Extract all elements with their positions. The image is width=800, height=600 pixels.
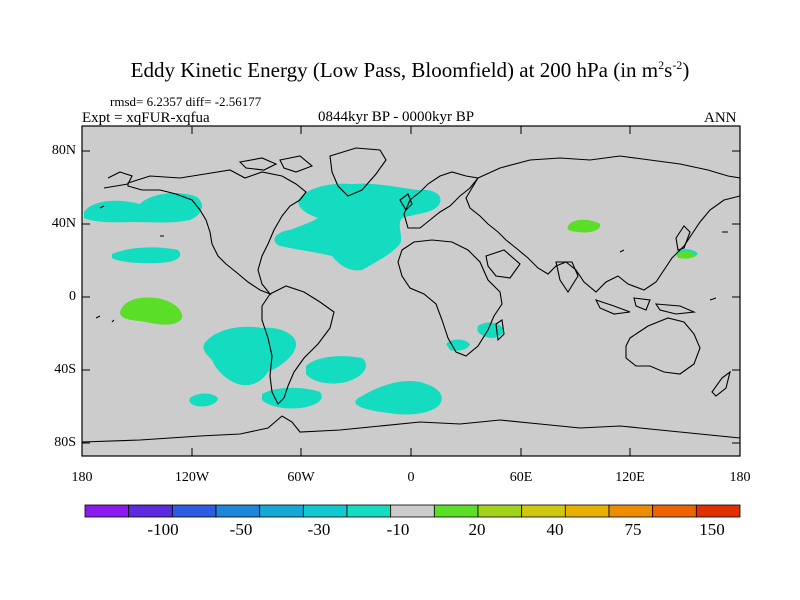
coastline-arctic-islands [238,155,314,173]
colorbar-box [652,504,697,518]
colorbar-box [695,504,741,518]
coastline-alaska [103,171,133,189]
colorbar-box [477,504,523,518]
coastline-islands [95,205,728,323]
colorbar-label: 75 [624,520,642,539]
coastline-britain [399,193,413,211]
japan-positive-region [676,251,696,259]
coastline-antarctica [81,415,741,443]
colorbar-box [128,504,173,518]
lon-label-120e: 120E [615,470,645,485]
lat-label-80n: 80N [51,143,76,158]
coastline-new-zealand [711,370,731,397]
subtropical-pacific-region [112,247,181,264]
coastline-asia [465,155,741,293]
coastline-india [555,261,579,294]
coastline-japan [675,225,691,251]
colorbar-box [259,504,304,518]
south-atlantic-region [306,356,367,384]
south-pacific-region [203,326,297,386]
coastline-australia [625,317,701,375]
coastline-africa [397,239,503,357]
positive-anomaly-regions [120,219,696,325]
lon-label-180e: 180 [729,470,751,485]
colorbar-box [521,504,566,518]
lon-label-0: 0 [407,470,415,485]
colorbar-label: -100 [147,520,179,539]
colorbar-box [302,504,348,518]
season-label: ANN [704,110,737,126]
colorbar-box [346,504,392,518]
rmsd-diff-text: rmsd= 6.2357 diff= -2.56177 [110,94,262,109]
period-label: 0844kyr BP - 0000kyr BP [318,109,475,125]
coastlines [81,147,741,443]
colorbar-box [84,504,130,518]
coastline-madagascar [495,319,505,342]
lat-label-0: 0 [69,289,76,304]
lat-label-40n: 40N [51,216,76,231]
colorbar-box [433,504,479,518]
colorbar-box [564,504,610,518]
coastline-north-america [127,169,307,296]
south-pacific-small-region [189,393,218,407]
colorbar-box [608,504,654,518]
lon-label-180w: 180 [71,470,93,485]
colorbar-box [215,504,261,518]
central-pacific-positive-region [120,297,183,325]
colorbar [84,504,741,518]
coastline-arabia [485,249,521,279]
lon-label-60w: 60W [287,470,315,485]
colorbar-box [390,504,435,518]
south-africa-region [446,339,470,351]
drake-passage-region [262,387,322,409]
lon-label-120w: 120W [174,470,210,485]
north-atlantic-region [274,183,441,271]
central-asia-positive-region [567,219,601,233]
colorbar-label: 150 [699,520,725,539]
colorbar-label: -30 [307,520,331,539]
coastline-greenland [329,147,387,197]
colorbar-label: 20 [468,520,486,539]
coastline-europe [403,171,480,229]
lon-ticks [191,126,631,456]
lat-ticks [82,150,740,444]
coastline-south-america [261,285,335,405]
coastline-indonesia [594,297,697,315]
colorbar-box [171,504,217,518]
colorbar-label: -10 [386,520,410,539]
colorbar-label: 40 [546,520,564,539]
lat-label-40s: 40S [54,362,76,377]
experiment-label: Expt = xqFUR-xqfua [82,110,210,126]
lat-label-80s: 80S [54,435,76,450]
southern-ocean-region [355,380,442,415]
negative-anomaly-regions [84,183,698,415]
lon-label-60e: 60E [509,470,533,485]
colorbar-label: -50 [229,520,253,539]
north-pacific-region [84,193,203,223]
map-title: Eddy Kinetic Energy (Low Pass, Bloomfiel… [130,58,690,82]
